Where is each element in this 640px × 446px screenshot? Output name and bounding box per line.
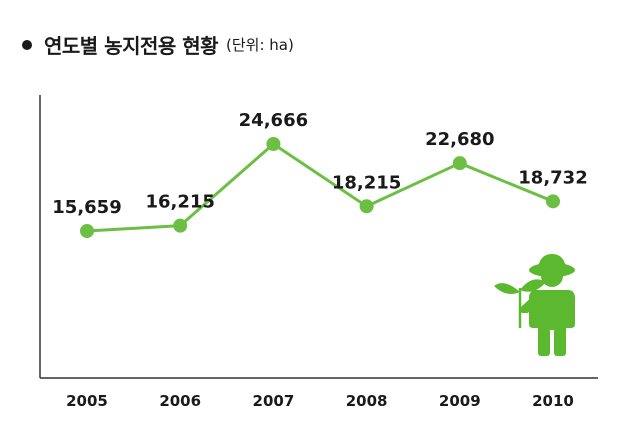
unit-label: (단위: ha) (226, 36, 294, 54)
data-point-2009 (452, 156, 467, 171)
chart-axes (39, 95, 598, 379)
data-label-2006: 16,215 (145, 192, 214, 213)
x-tick-label-2005: 2005 (66, 392, 108, 410)
chart-title: 연도별 농지전용 현황 (44, 34, 219, 58)
bullet-icon (22, 39, 32, 50)
data-label-2010: 18,732 (518, 167, 587, 188)
data-point-2006 (173, 218, 188, 233)
x-tick-label-2006: 2006 (159, 392, 201, 410)
data-point-2005 (80, 224, 94, 238)
data-label-2007: 24,666 (239, 110, 308, 131)
chart-labels: 15,659 16,215 24,666 18,215 22,680 18,732 2005… (52, 110, 587, 410)
farmer-holding-sprout-icon (494, 254, 575, 356)
data-label-2005: 15,659 (52, 197, 121, 218)
data-point-2007 (266, 137, 281, 151)
data-point-2008 (359, 199, 374, 214)
x-tick-label-2010: 2010 (532, 392, 574, 410)
data-label-2008: 18,215 (332, 172, 401, 193)
x-tick-label-2009: 2009 (439, 392, 481, 410)
x-tick-label-2008: 2008 (346, 392, 388, 410)
series-line (86, 142, 554, 233)
data-point-2010 (546, 194, 560, 209)
chart-title-row: 연도별 농지전용 현황 (단위: ha) (22, 30, 294, 59)
chart-series (80, 137, 560, 238)
data-label-2009: 22,680 (425, 129, 494, 150)
x-tick-label-2007: 2007 (253, 392, 295, 410)
